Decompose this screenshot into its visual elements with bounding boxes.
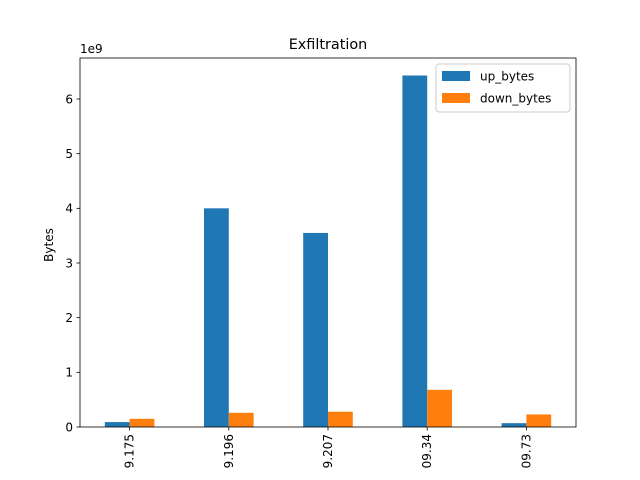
chart-title: Exfiltration [289,37,368,53]
y-axis-ticks: 0 1 2 3 4 5 6 [65,92,80,434]
y-tick-label-5: 5 [65,147,73,161]
legend-swatch-down-bytes [442,93,470,103]
legend: up_bytes down_bytes [435,63,571,113]
bar-up-bytes-4 [501,423,527,427]
bar-down-bytes-3 [427,389,452,427]
x-tick-label-1: 9.196 [222,434,236,468]
legend-label-down-bytes: down_bytes [480,92,551,106]
y-tick-label-1: 1 [65,366,73,380]
bar-up-bytes-0 [104,422,130,427]
x-axis-ticks: 9.175 9.196 9.207 09.34 09.73 [123,427,533,468]
plot-frame [79,57,577,428]
bar-down-bytes-2 [328,411,353,427]
y-tick-label-6: 6 [65,92,73,106]
legend-swatch-up-bytes [442,71,470,81]
y-axis-label: Bytes [42,228,56,262]
x-tick-label-0: 9.175 [123,434,137,468]
y-tick-label-4: 4 [65,202,73,216]
y-tick-label-3: 3 [65,256,73,270]
x-tick-label-2: 9.207 [321,434,335,468]
bars-group [104,75,552,427]
bar-down-bytes-4 [526,414,552,427]
x-tick-label-4: 09.73 [519,434,533,468]
y-tick-label-2: 2 [65,311,73,325]
bar-up-bytes-3 [402,75,428,427]
bar-down-bytes-0 [129,418,155,427]
bar-down-bytes-1 [228,412,254,427]
y-axis-offset-label: 1e9 [80,42,103,56]
bar-up-bytes-2 [303,232,328,427]
bar-up-bytes-1 [204,208,229,427]
y-tick-label-0: 0 [65,420,73,434]
legend-label-up-bytes: up_bytes [480,70,534,84]
x-tick-label-3: 09.34 [420,434,434,468]
